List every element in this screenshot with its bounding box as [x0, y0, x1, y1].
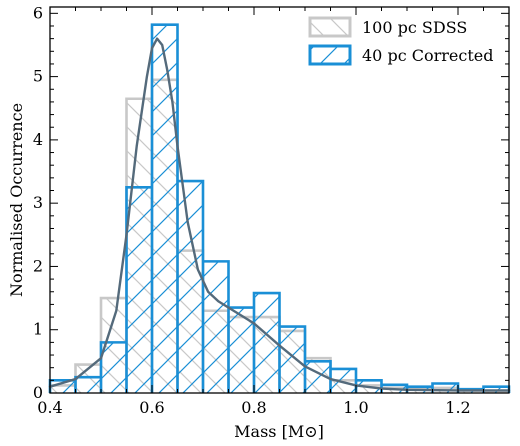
x-tick-label: 0.8 — [241, 398, 266, 417]
bar-40-pc-corrected — [152, 24, 178, 394]
outline-40-pc-corrected — [48, 23, 511, 393]
x-axis-label: Mass [M⊙] — [234, 422, 324, 441]
y-axis-label: Normalised Occurrence — [7, 103, 26, 297]
legend-label-100pc-sdss: 100 pc SDSS — [362, 18, 467, 37]
bar-40-pc-corrected — [177, 181, 203, 393]
bar-40-pc-corrected — [126, 187, 152, 393]
bar-40-pc-corrected — [101, 342, 127, 393]
bar-40-pc-corrected — [75, 377, 101, 393]
plot-area — [48, 23, 511, 394]
legend-swatch-40pc-corrected — [308, 44, 352, 66]
y-tick-label: 6 — [33, 3, 43, 22]
x-tick-label: 1.0 — [343, 398, 368, 417]
y-tick-label: 5 — [33, 67, 43, 86]
y-tick-label: 0 — [33, 383, 43, 402]
kde-curve — [48, 37, 511, 392]
y-tick-label: 3 — [33, 193, 43, 212]
bar-40-pc-corrected — [50, 380, 76, 393]
legend-swatch-100pc-sdss — [308, 16, 352, 38]
x-tick-label: 0.4 — [37, 398, 62, 417]
y-tick-label: 4 — [33, 130, 43, 149]
series-40-pc-corrected — [48, 23, 511, 394]
y-tick-label: 1 — [33, 320, 43, 339]
axis-ticks: 0.4 0.6 0.8 1.0 1.2 0 1 2 3 4 5 6 — [33, 3, 510, 417]
bar-40-pc-corrected — [203, 261, 229, 393]
x-tick-label: 1.2 — [445, 398, 470, 417]
bar-40-pc-corrected — [432, 383, 458, 393]
x-tick-label: 0.6 — [139, 398, 164, 417]
bar-40-pc-corrected — [279, 326, 305, 393]
y-tick-label: 2 — [33, 256, 43, 275]
legend-label-40pc-corrected: 40 pc Corrected — [362, 46, 493, 65]
legend: 100 pc SDSS 40 pc Corrected — [308, 16, 493, 66]
